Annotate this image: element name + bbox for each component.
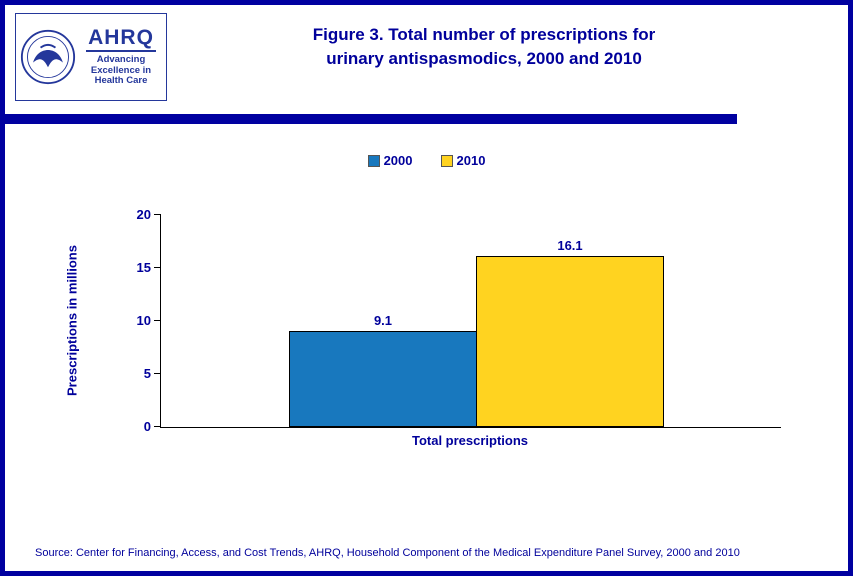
y-tick-label: 0 bbox=[143, 419, 151, 434]
source-note: Source: Center for Financing, Access, an… bbox=[35, 547, 740, 559]
y-tick-label: 15 bbox=[136, 260, 151, 275]
logo-tagline-line3: Health Care bbox=[94, 75, 148, 87]
y-tick-label: 10 bbox=[136, 313, 151, 328]
legend-label: 2010 bbox=[456, 153, 486, 168]
bar-value-label: 9.1 bbox=[373, 312, 393, 328]
y-tick-mark bbox=[154, 267, 161, 268]
chart-title-line2: urinary antispasmodics, 2000 and 2010 bbox=[326, 48, 642, 68]
bars-group: 9.1 16.1 bbox=[289, 238, 664, 427]
y-tick-mark bbox=[154, 373, 161, 374]
plot-area: 0 5 10 15 20 9.1 16.1 bbox=[137, 207, 781, 434]
logo-tagline-line2: Excellence in bbox=[90, 64, 152, 76]
y-tick-mark bbox=[154, 320, 161, 321]
bar-2000 bbox=[289, 330, 477, 427]
legend-swatch bbox=[440, 154, 453, 167]
logo-divider bbox=[86, 49, 156, 52]
chart-title-line1: Figure 3. Total number of prescriptions … bbox=[312, 25, 656, 44]
legend-label: 2000 bbox=[383, 153, 413, 168]
y-tick-label: 20 bbox=[136, 207, 151, 222]
x-axis-title: Total prescriptions bbox=[411, 433, 529, 448]
ahrq-logo-text-block: AHRQ Advancing Excellence in Health Care bbox=[80, 27, 162, 88]
hhs-seal-icon bbox=[20, 29, 76, 85]
legend-item-2010: 2010 bbox=[440, 153, 486, 168]
bar-group-2010: 16.1 bbox=[476, 238, 664, 427]
bar-value-label: 16.1 bbox=[557, 238, 583, 254]
logo-tagline-line1: Advancing bbox=[96, 53, 146, 65]
bar-group-2000: 9.1 bbox=[289, 313, 477, 427]
legend-swatch bbox=[367, 154, 380, 167]
logo-tagline: Advancing Excellence in Health Care bbox=[90, 53, 152, 88]
header-rule bbox=[5, 114, 737, 124]
chart-title: Figure 3. Total number of prescriptions … bbox=[175, 23, 793, 71]
legend: 2000 2010 bbox=[5, 153, 848, 168]
legend-item-2000: 2000 bbox=[367, 153, 413, 168]
ahrq-logo: AHRQ Advancing Excellence in Health Care bbox=[15, 13, 167, 101]
y-axis-title: Prescriptions in millions bbox=[64, 245, 80, 396]
bar-2010 bbox=[476, 256, 664, 427]
y-tick-mark bbox=[154, 426, 161, 427]
y-tick-mark bbox=[154, 214, 161, 215]
ahrq-wordmark: AHRQ bbox=[88, 25, 154, 49]
y-tick-label: 5 bbox=[143, 366, 151, 381]
